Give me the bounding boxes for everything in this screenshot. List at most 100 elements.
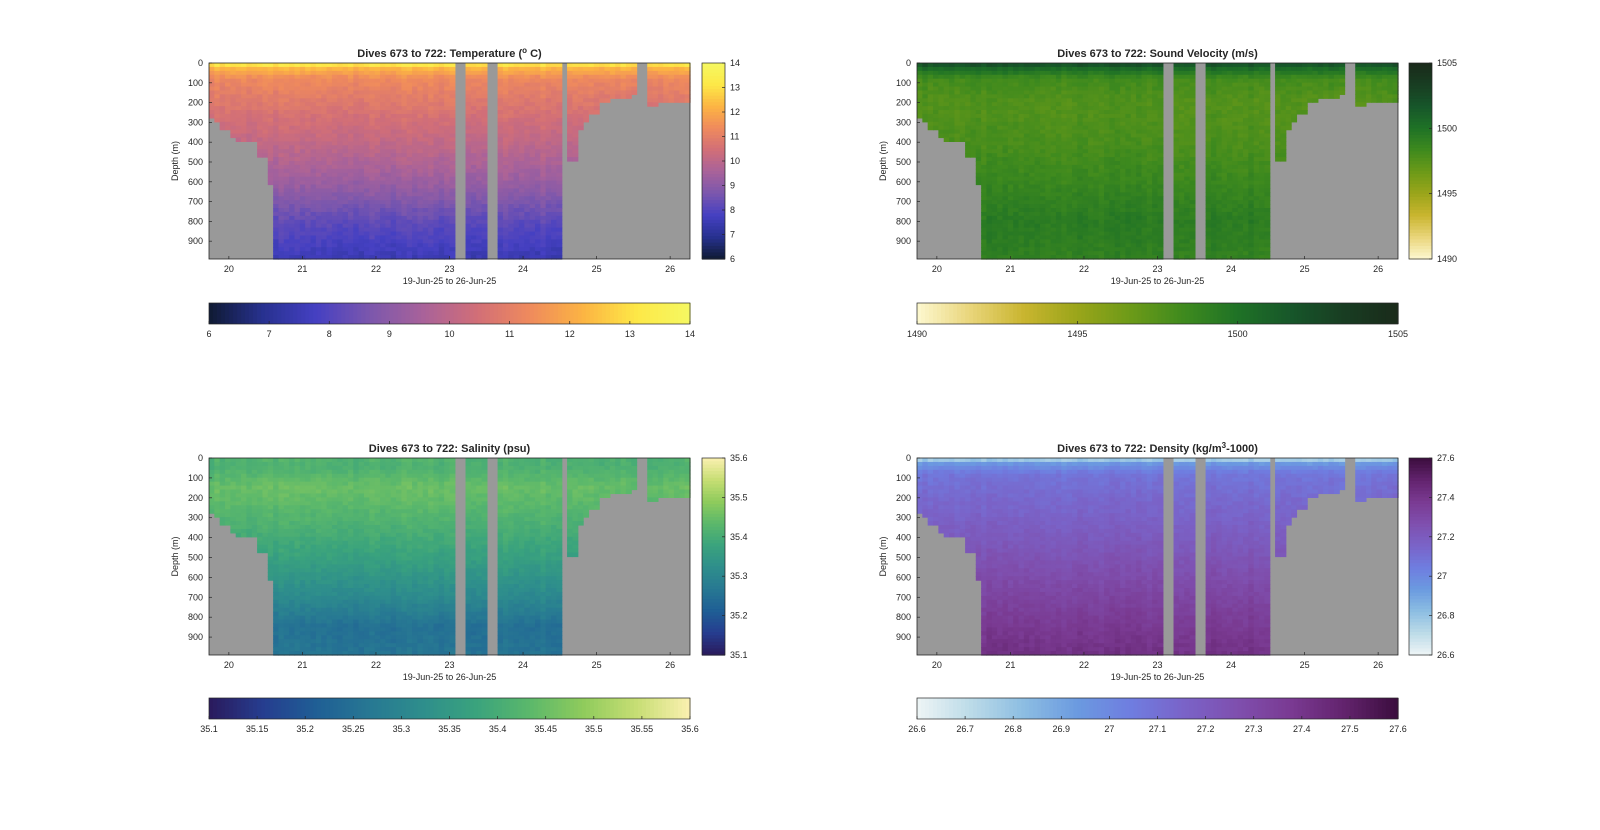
heatmap-cell [481,133,488,139]
heatmap-cell [358,247,365,252]
heatmap-cell [428,94,435,99]
heatmap-cell [363,164,370,170]
heatmap-cell [278,78,285,84]
heatmap-cell [422,176,429,182]
heatmap-cell [444,251,451,256]
heatmap-cell [481,231,488,237]
heatmap-cell [449,180,456,186]
heatmap-cell [235,98,242,103]
heatmap-cell [406,149,413,154]
heatmap-cell [604,94,611,99]
heatmap-cell [390,196,397,201]
heatmap-cell [1002,251,1009,256]
heatmap-cell [1045,121,1052,127]
heatmap-cell [1130,184,1137,190]
heatmap-cell [337,157,344,162]
heatmap-cell [428,86,435,92]
heatmap-cell [556,235,563,240]
heatmap-cell [1002,145,1009,150]
heatmap-cell [1098,149,1105,154]
heatmap-cell [1093,102,1100,107]
heatmap-cell [1130,251,1137,256]
heatmap-cell [310,161,317,166]
colorbar-segment [702,95,725,100]
heatmap-cell [380,227,386,233]
heatmap-cell [1061,227,1068,233]
heatmap-cell [1018,74,1025,80]
heatmap-cell [1130,133,1137,139]
heatmap-cell [1114,243,1121,248]
heatmap-cell [401,78,408,84]
heatmap-cell [433,227,440,233]
heatmap-cell [954,63,961,68]
heatmap-cell [214,82,221,88]
heatmap-cell [529,243,536,248]
heatmap-cell [369,110,376,115]
heatmap-cell [406,161,413,166]
heatmap-cell [390,215,397,221]
heatmap-cell [299,239,306,244]
heatmap-cell [1098,86,1105,92]
heatmap-cell [1023,117,1030,123]
heatmap-cell [620,70,627,76]
heatmap-cell [508,82,515,88]
heatmap-cell [981,78,988,84]
heatmap-cell [481,223,488,229]
heatmap-cell [358,94,365,99]
heatmap-cell [326,137,333,142]
heatmap-cell [1061,219,1068,225]
heatmap-cell [1002,90,1009,95]
heatmap-cell [970,78,977,84]
hcolorbar-tick-label: 6 [206,329,211,339]
heatmap-cell [1130,125,1137,131]
heatmap-cell [981,141,988,146]
heatmap-cell [1104,74,1110,80]
heatmap-cell [513,235,520,240]
heatmap-cell [508,137,515,142]
heatmap-cell [289,239,296,244]
heatmap-cell [305,204,312,209]
heatmap-cell [257,117,264,123]
heatmap-cell [358,251,365,256]
heatmap-cell [502,215,509,221]
heatmap-cell [273,86,280,92]
heatmap-cell [1055,153,1062,158]
heatmap-cell [991,66,998,72]
heatmap-cell [986,239,993,244]
heatmap-cell [476,133,483,139]
heatmap-cell [604,82,611,88]
heatmap-cell [502,98,509,103]
heatmap-cell [1013,113,1020,119]
heatmap-cell [524,161,531,166]
heatmap-cell [353,78,360,84]
heatmap-cell [620,86,627,92]
heatmap-cell [417,172,424,178]
heatmap-cell [406,141,413,146]
heatmap-cell [449,117,456,123]
heatmap-cell [965,113,972,119]
heatmap-cell [481,90,488,95]
heatmap-cell [609,63,616,68]
heatmap-cell [444,227,451,233]
heatmap-cell [251,102,258,107]
heatmap-cell [353,149,360,154]
heatmap-cell [1082,172,1089,178]
heatmap-cell [513,149,520,154]
heatmap-cell [412,113,419,119]
heatmap-cell [545,243,552,248]
heatmap-cell [310,102,317,107]
heatmap-cell [551,188,557,193]
heatmap-cell [933,74,939,80]
hcolorbar-tick-label: 8 [327,329,332,339]
heatmap-cell [235,66,242,72]
heatmap-cell [545,215,552,221]
heatmap-cell [1034,196,1041,201]
heatmap-cell [933,125,939,131]
heatmap-cell [1088,172,1094,178]
heatmap-cell [535,82,541,88]
heatmap-cell [1029,78,1036,84]
heatmap-cell [305,70,312,76]
heatmap-cell [1050,227,1057,233]
heatmap-cell [1088,192,1094,197]
heatmap-cell [513,164,520,170]
